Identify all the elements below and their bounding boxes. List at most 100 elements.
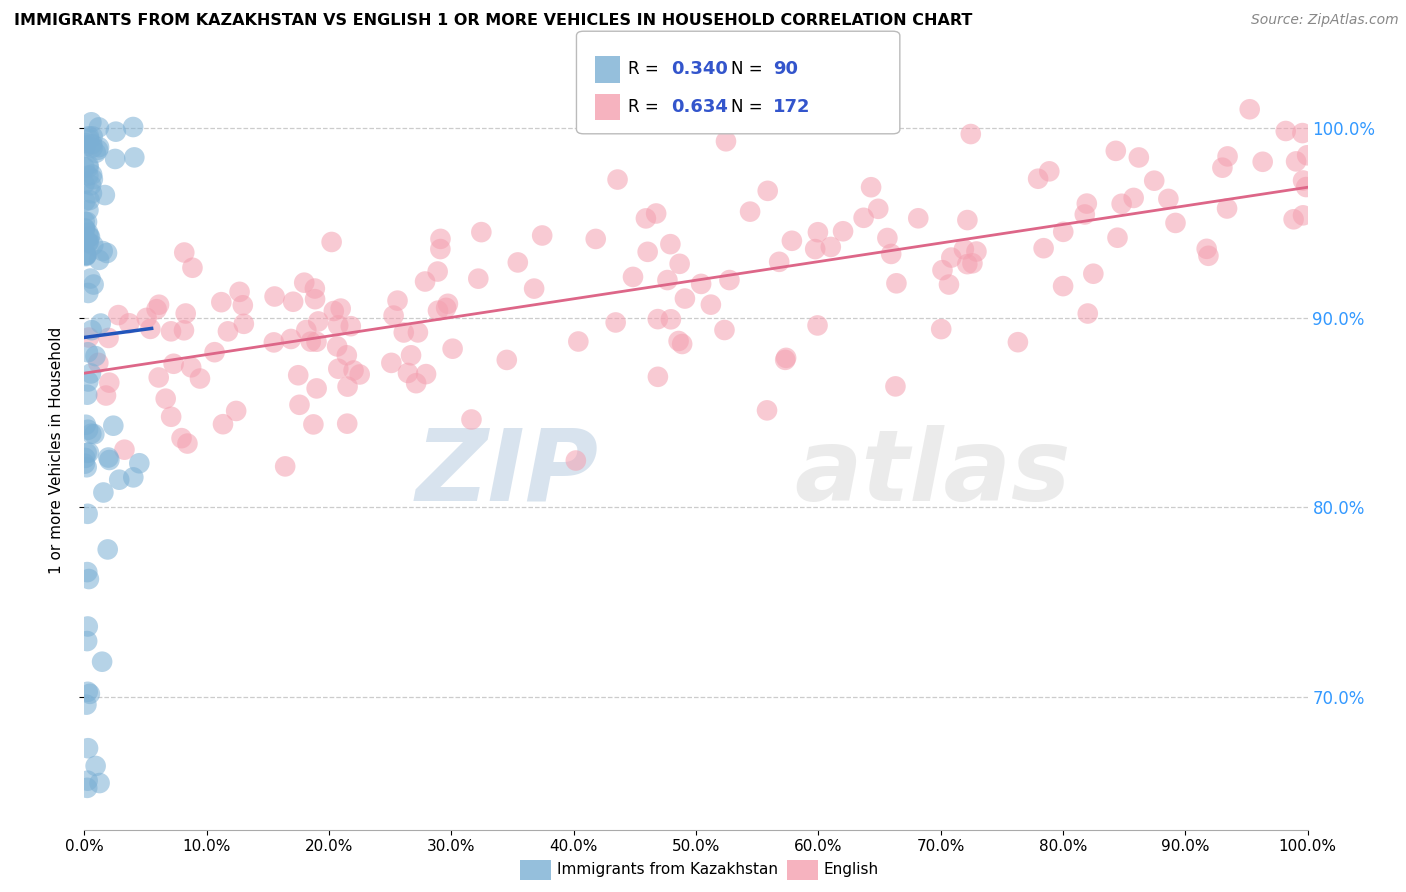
Point	[90, 317, 112, 331]
Point	[77, 132, 100, 146]
Point	[565, 453, 588, 467]
Point	[523, 282, 546, 296]
Point	[657, 273, 679, 287]
Point	[775, 351, 797, 365]
Point	[339, 319, 361, 334]
Point	[91, 244, 114, 258]
Point	[756, 403, 779, 417]
Point	[415, 367, 437, 381]
Text: N =: N =	[731, 61, 768, 78]
Point	[304, 292, 326, 306]
Point	[1105, 144, 1128, 158]
Point	[209, 295, 232, 310]
Text: English: English	[824, 863, 879, 877]
Point	[73, 214, 96, 228]
Point	[1052, 279, 1074, 293]
Point	[122, 470, 145, 484]
Point	[585, 232, 607, 246]
Point	[941, 251, 963, 265]
Point	[77, 375, 100, 389]
Point	[868, 202, 890, 216]
Point	[1296, 148, 1319, 162]
Point	[1111, 196, 1133, 211]
Point	[938, 277, 960, 292]
Point	[98, 376, 121, 390]
Point	[77, 235, 100, 250]
Point	[304, 281, 326, 295]
Point	[98, 453, 121, 467]
Point	[806, 318, 828, 333]
Point	[884, 379, 907, 393]
Point	[107, 308, 129, 322]
Point	[96, 246, 118, 260]
Point	[506, 255, 529, 269]
Point	[1197, 249, 1219, 263]
Point	[1291, 126, 1313, 140]
Point	[225, 404, 247, 418]
Text: 172: 172	[773, 98, 811, 116]
Point	[228, 285, 250, 299]
Point	[907, 211, 929, 226]
Point	[79, 193, 101, 207]
Point	[1076, 196, 1098, 211]
Point	[426, 264, 449, 278]
Point	[79, 687, 101, 701]
Point	[122, 120, 145, 134]
Text: Source: ZipAtlas.com: Source: ZipAtlas.com	[1251, 13, 1399, 28]
Point	[292, 276, 315, 290]
Point	[399, 348, 422, 362]
Point	[83, 277, 105, 292]
Point	[1285, 154, 1308, 169]
Point	[77, 203, 100, 218]
Point	[76, 248, 98, 262]
Point	[606, 172, 628, 186]
Point	[413, 275, 436, 289]
Point	[84, 145, 107, 160]
Point	[176, 436, 198, 450]
Point	[713, 323, 735, 337]
Point	[104, 152, 127, 166]
Point	[1292, 173, 1315, 187]
Point	[87, 143, 110, 157]
Point	[953, 242, 976, 256]
Point	[1143, 174, 1166, 188]
Point	[531, 228, 554, 243]
Point	[1026, 171, 1049, 186]
Point	[328, 361, 350, 376]
Point	[75, 138, 97, 153]
Point	[77, 169, 100, 183]
Point	[82, 172, 104, 186]
Point	[659, 237, 682, 252]
Point	[180, 360, 202, 375]
Point	[780, 234, 803, 248]
Point	[76, 565, 98, 579]
Point	[94, 188, 117, 202]
Point	[336, 348, 359, 362]
Point	[212, 417, 235, 432]
Point	[326, 339, 349, 353]
Point	[77, 226, 100, 240]
Point	[470, 225, 492, 239]
Point	[295, 323, 318, 337]
Point	[756, 184, 779, 198]
Point	[880, 247, 903, 261]
Point	[124, 150, 146, 164]
Point	[1032, 241, 1054, 255]
Point	[322, 304, 344, 318]
Point	[97, 331, 120, 345]
Text: ZIP: ZIP	[415, 425, 598, 522]
Point	[441, 342, 464, 356]
Point	[962, 256, 984, 270]
Point	[380, 356, 402, 370]
Point	[87, 140, 110, 154]
Point	[80, 115, 103, 129]
Point	[76, 446, 98, 460]
Point	[1295, 180, 1317, 194]
Point	[77, 158, 100, 172]
Point	[148, 298, 170, 312]
Point	[76, 215, 98, 229]
Point	[217, 324, 239, 338]
Point	[307, 314, 329, 328]
Point	[75, 417, 97, 432]
Point	[1083, 267, 1105, 281]
